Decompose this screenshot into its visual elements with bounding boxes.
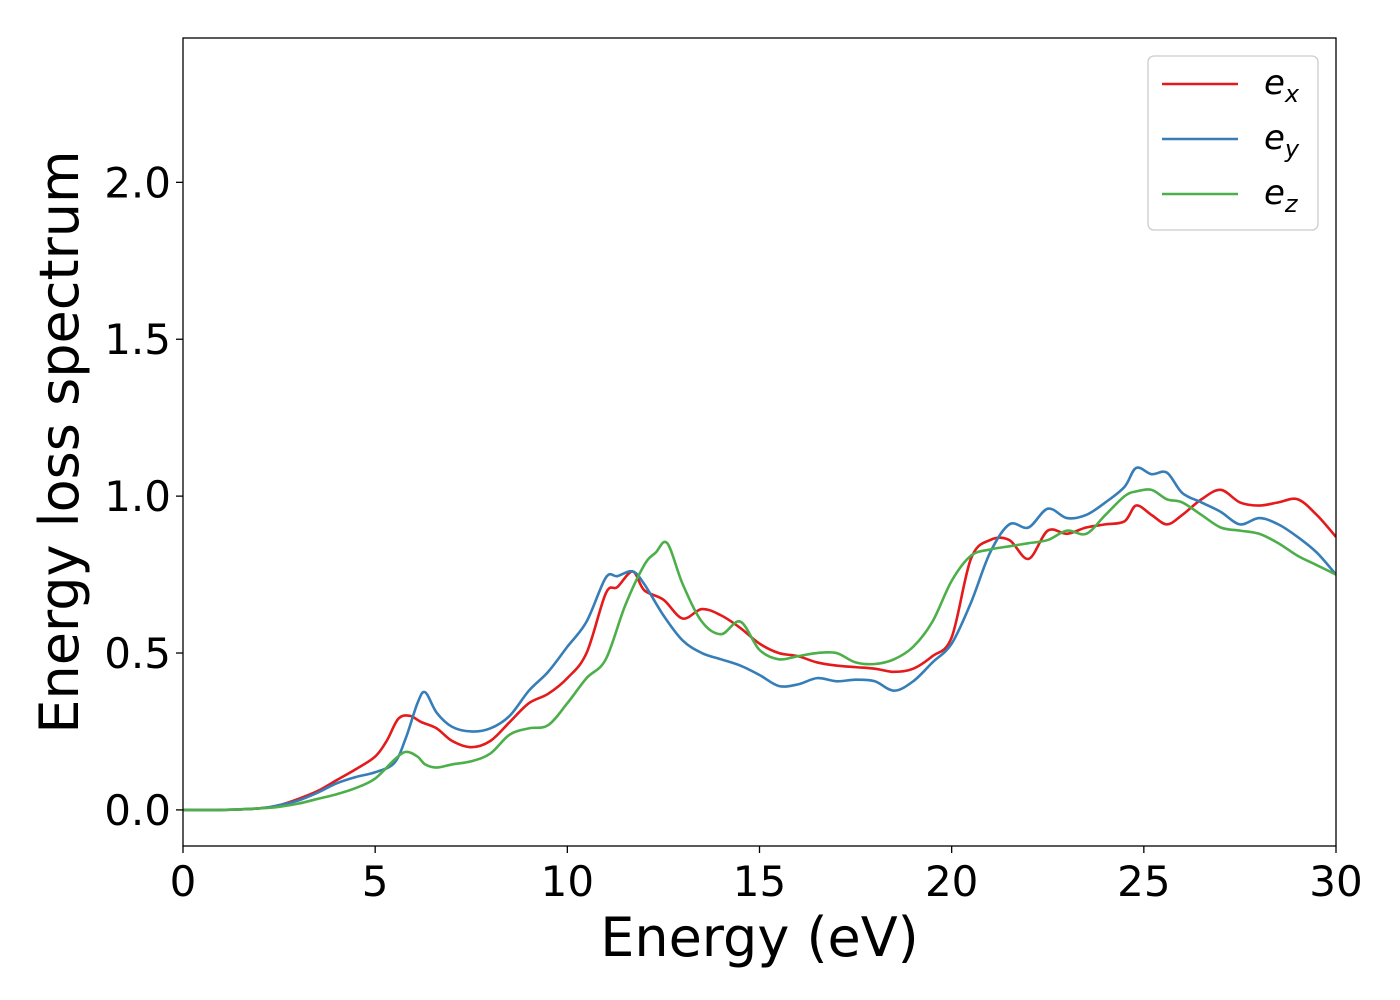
y-tick-label: 1.5 (104, 315, 171, 364)
y-tick-label: 1.0 (104, 472, 171, 521)
x-axis: 0 5 10 15 20 25 30 (170, 846, 1363, 906)
y-axis-label: Energy loss spectrum (28, 150, 91, 733)
x-tick-label: 10 (541, 857, 594, 906)
legend-label: ez (1264, 173, 1299, 218)
x-tick-label: 0 (170, 857, 197, 906)
x-axis-label: Energy (eV) (600, 906, 919, 969)
x-tick-label: 30 (1309, 857, 1362, 906)
legend-label: ex (1264, 63, 1300, 108)
x-tick-label: 20 (925, 857, 978, 906)
legend-label: ey (1264, 118, 1300, 163)
plot-series (183, 466, 1336, 812)
y-tick-label: 0.5 (104, 629, 171, 678)
x-tick-label: 5 (362, 857, 389, 906)
legend: ex ey ez (1147, 55, 1319, 231)
series-line-z (183, 488, 1336, 812)
series-line-x (183, 488, 1336, 812)
y-axis: 0.0 0.5 1.0 1.5 2.0 (104, 158, 183, 835)
y-tick-label: 0.0 (104, 786, 171, 835)
x-tick-label: 25 (1117, 857, 1170, 906)
y-tick-label: 2.0 (104, 158, 171, 207)
x-tick-label: 15 (733, 857, 786, 906)
series-line-y (183, 466, 1336, 812)
legend-box (1147, 55, 1319, 231)
